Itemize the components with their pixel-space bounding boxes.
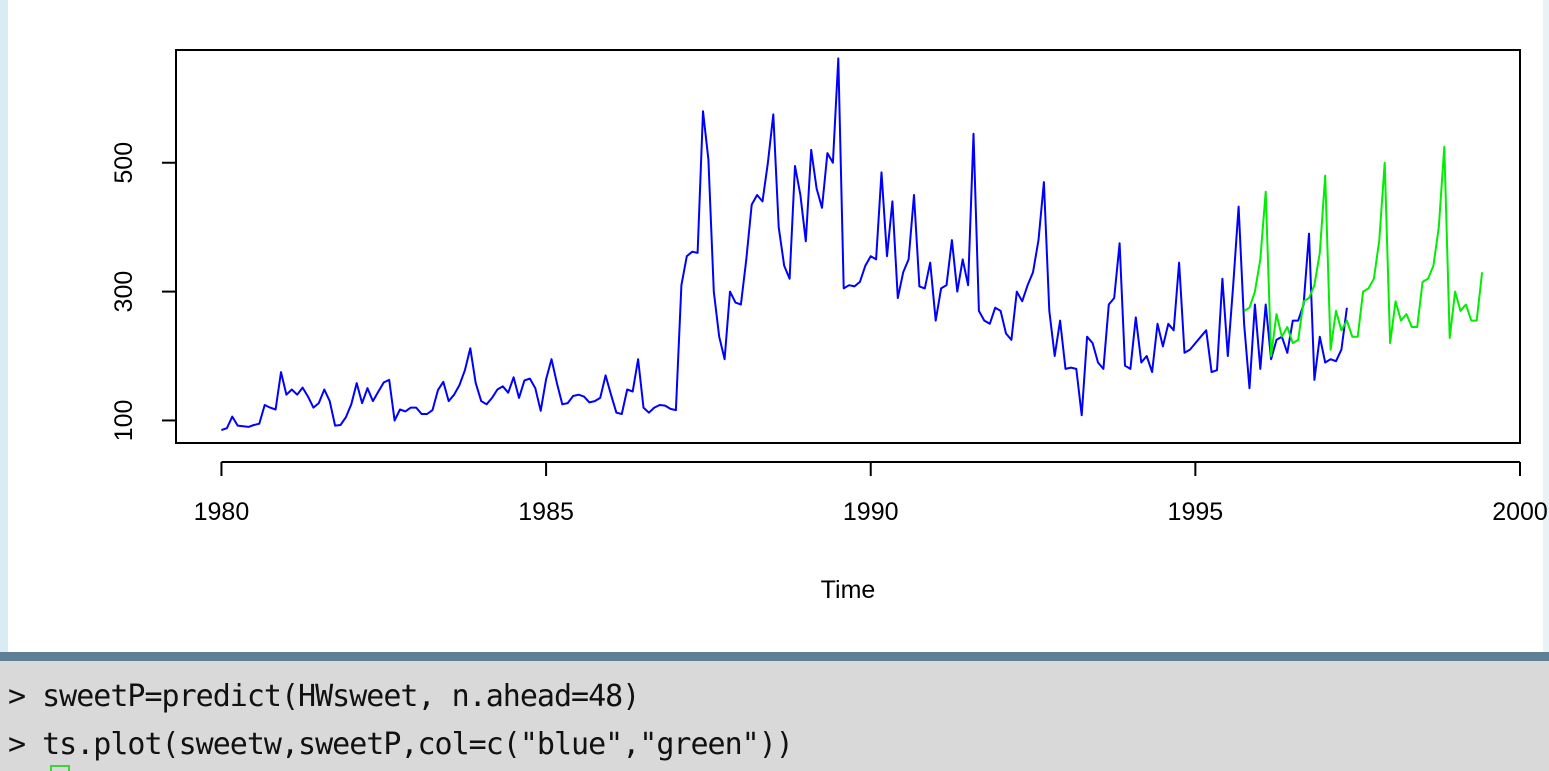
console-line-2: > ts.plot(sweetw,sweetP,col=c("blue","gr… bbox=[8, 727, 794, 762]
window-right-edge bbox=[1543, 0, 1549, 771]
x-axis: 1980 1985 1990 1995 2000 bbox=[194, 461, 1548, 526]
console-line-1: > sweetP=predict(HWsweet, n.ahead=48) bbox=[8, 679, 640, 714]
window-left-edge bbox=[0, 0, 8, 771]
time-series-plot: 100 300 500 1980 1985 1990 1995 2000 Time bbox=[110, 49, 1548, 604]
x-tick-label: 2000 bbox=[1492, 498, 1548, 526]
series-forecast-line bbox=[1243, 145, 1484, 357]
x-tick-label: 1985 bbox=[518, 498, 574, 526]
x-tick-label: 1990 bbox=[843, 498, 899, 526]
y-tick-label: 100 bbox=[110, 400, 138, 442]
x-axis-label: Time bbox=[821, 576, 876, 604]
input-cursor[interactable] bbox=[50, 765, 70, 771]
y-axis: 100 300 500 bbox=[110, 142, 177, 442]
series-observed-line bbox=[221, 57, 1348, 432]
series-layer bbox=[221, 57, 1484, 432]
y-tick-label: 300 bbox=[110, 271, 138, 313]
console-divider bbox=[0, 652, 1549, 661]
y-tick-label: 500 bbox=[110, 142, 138, 184]
x-tick-label: 1980 bbox=[194, 498, 250, 526]
x-tick-label: 1995 bbox=[1168, 498, 1224, 526]
r-console[interactable] bbox=[0, 652, 1549, 771]
plot-box bbox=[175, 49, 1521, 444]
